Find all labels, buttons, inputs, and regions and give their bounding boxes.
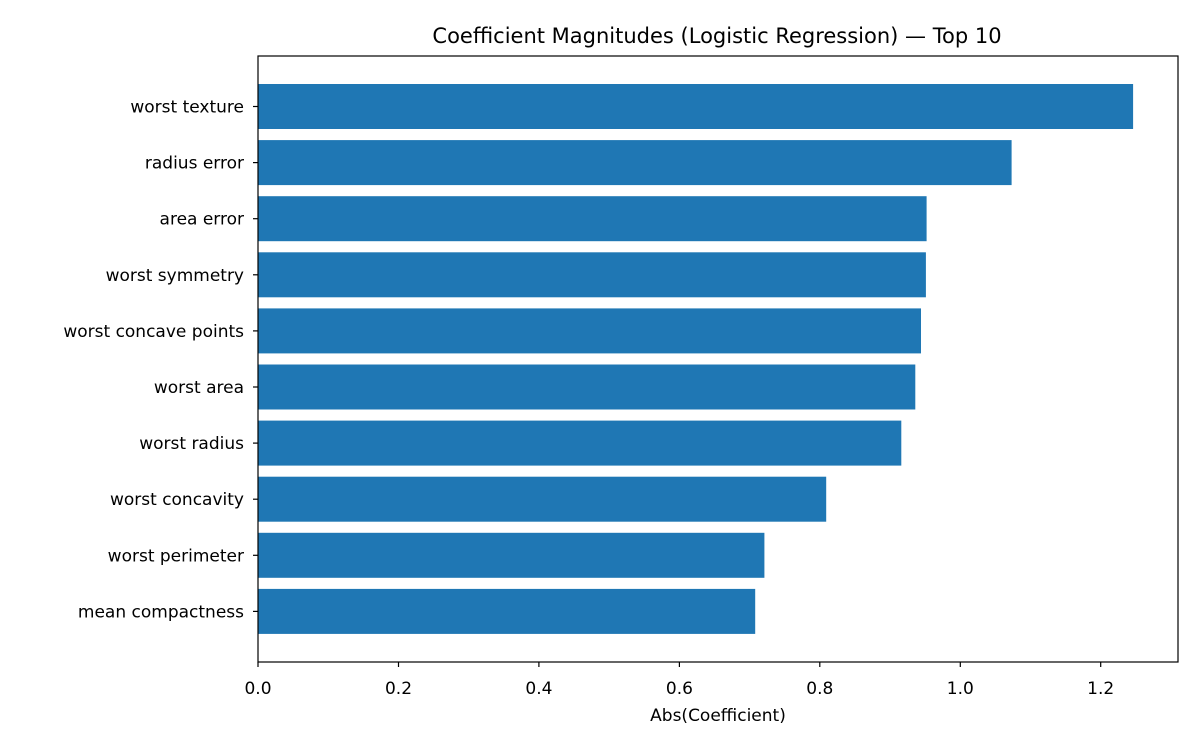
bar bbox=[258, 84, 1134, 129]
y-axis-ticks: worst texture radius error area error worst… bbox=[63, 98, 258, 622]
y-tick-label: mean compactness bbox=[78, 602, 244, 622]
bar bbox=[258, 364, 916, 410]
bar bbox=[258, 420, 902, 466]
y-tick-label: worst symmetry bbox=[106, 266, 244, 286]
chart-title: Coefficient Magnitudes (Logistic Regress… bbox=[432, 24, 1001, 48]
y-tick-label: radius error bbox=[145, 154, 244, 174]
x-axis-ticks: 0.0 0.2 0.4 0.6 0.8 1.0 1.2 bbox=[244, 662, 1114, 699]
bar bbox=[258, 588, 756, 634]
x-tick-label: 0.6 bbox=[666, 679, 693, 699]
y-tick-label: worst perimeter bbox=[108, 546, 244, 566]
y-tick-label: worst concave points bbox=[63, 322, 244, 342]
bars bbox=[258, 84, 1134, 634]
x-tick-label: 0.4 bbox=[525, 679, 552, 699]
y-tick-label: worst texture bbox=[130, 98, 244, 118]
y-tick-label: worst concavity bbox=[110, 490, 244, 510]
bar bbox=[258, 140, 1012, 186]
plot-frame bbox=[257, 55, 1179, 663]
x-tick-label: 1.2 bbox=[1087, 679, 1114, 699]
bar bbox=[258, 196, 927, 242]
bar bbox=[258, 476, 827, 522]
y-tick-label: area error bbox=[160, 210, 244, 230]
bar bbox=[258, 532, 765, 578]
x-axis-label: Abs(Coefficient) bbox=[650, 706, 786, 726]
y-tick-label: worst radius bbox=[139, 434, 244, 454]
x-tick-label: 0.0 bbox=[244, 679, 271, 699]
y-tick-label: worst area bbox=[154, 378, 244, 398]
x-tick-label: 0.8 bbox=[806, 679, 833, 699]
x-tick-label: 1.0 bbox=[947, 679, 974, 699]
bar bbox=[258, 252, 926, 298]
x-tick-label: 0.2 bbox=[385, 679, 412, 699]
bar bbox=[258, 308, 921, 354]
